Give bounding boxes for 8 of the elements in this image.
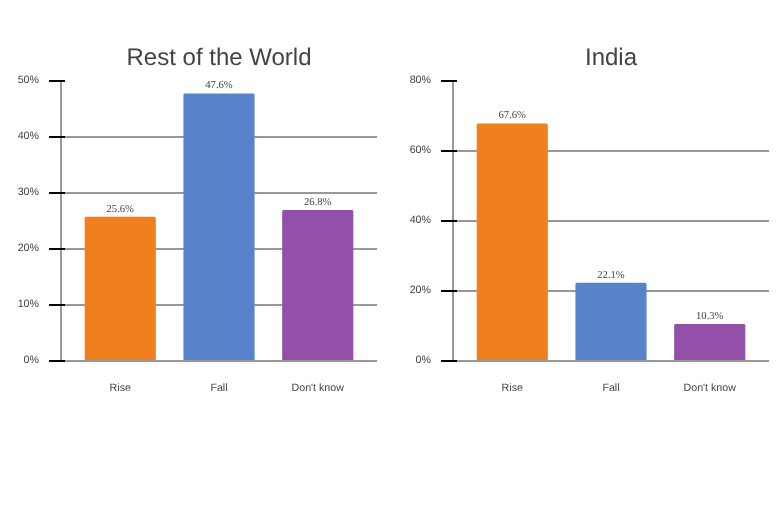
chart-title: India — [584, 43, 638, 71]
bar — [674, 323, 746, 361]
bar — [476, 123, 548, 361]
bar — [282, 209, 354, 361]
chart-title: Rest of the World — [126, 43, 312, 71]
bar — [575, 282, 647, 361]
bar — [183, 93, 255, 361]
bar — [84, 216, 156, 361]
